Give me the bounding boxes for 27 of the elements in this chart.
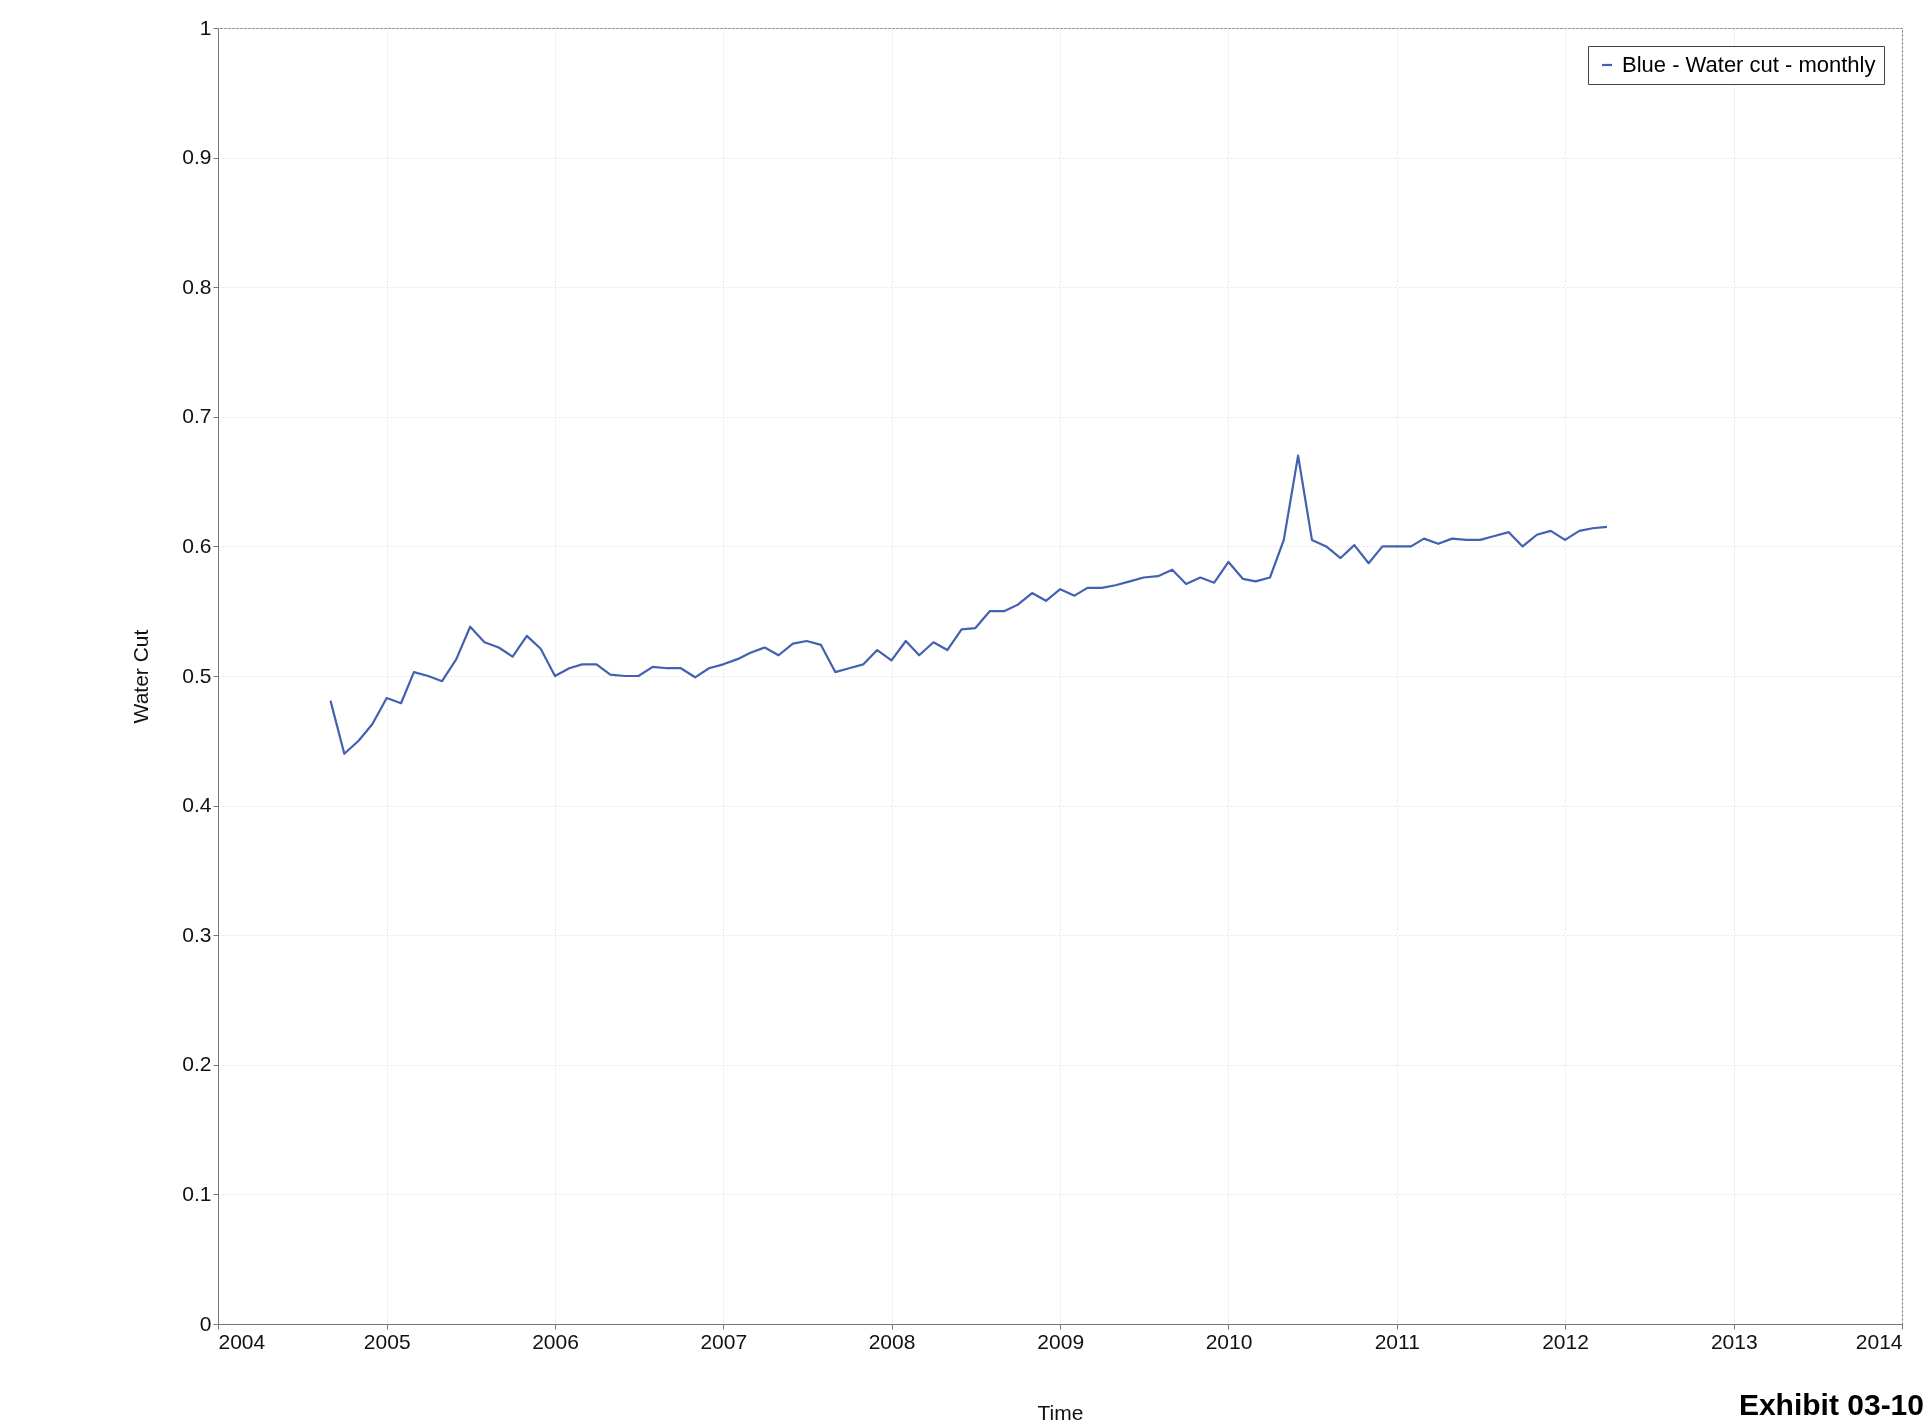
y-tick-label: 0 — [199, 1311, 212, 1335]
x-tick-label: 2005 — [363, 1329, 411, 1353]
y-tick-label: 0.2 — [182, 1052, 212, 1076]
y-tick-label: 0.1 — [182, 1181, 212, 1205]
x-tick-label: 2008 — [868, 1329, 916, 1353]
line-series — [329, 454, 1609, 755]
y-tick-label: 0.4 — [182, 793, 212, 817]
x-tick-label: 2007 — [700, 1329, 748, 1353]
x-tick-label: 2010 — [1205, 1329, 1253, 1353]
x-tick-label: 2012 — [1542, 1329, 1589, 1353]
x-tick-label: 2014 — [1855, 1329, 1903, 1353]
text: Exhibit 03-10 — [1738, 1388, 1924, 1422]
y-tick-label: 1 — [199, 15, 212, 39]
legend-label: Blue - Water cut - monthly — [1622, 52, 1876, 77]
y-tick-label: 0.3 — [182, 922, 212, 946]
x-axis-title: Time — [1037, 1400, 1084, 1422]
y-axis-title: Water Cut — [129, 629, 153, 724]
x-tick-label: 2013 — [1710, 1329, 1758, 1353]
y-tick-label: 0.5 — [182, 663, 212, 687]
x-tick-label: 2009 — [1037, 1329, 1085, 1353]
x-tick-label: 2006 — [532, 1329, 579, 1353]
y-tick-label: 0.6 — [182, 533, 212, 557]
y-tick-label: 0.8 — [182, 274, 212, 298]
x-tick-label: 2011 — [1374, 1329, 1420, 1353]
y-tick-label: 0.9 — [182, 145, 212, 169]
x-tick-label: 2004 — [218, 1329, 266, 1353]
y-tick-label: 0.7 — [182, 404, 212, 428]
